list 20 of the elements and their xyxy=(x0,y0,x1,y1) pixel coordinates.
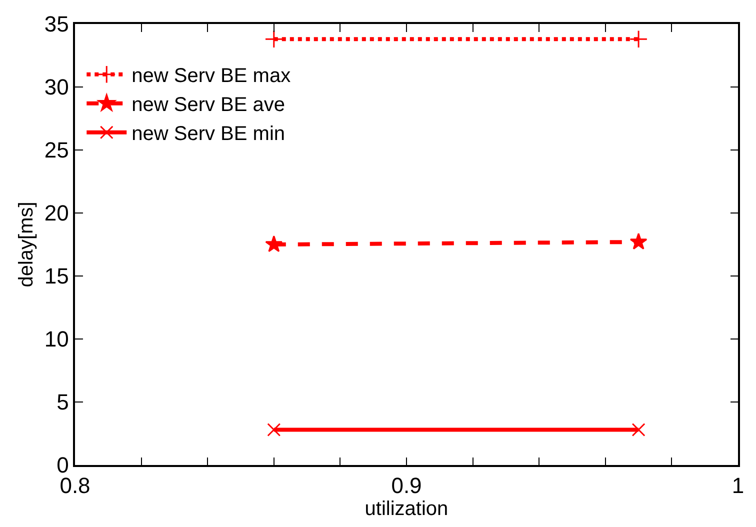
point xyxy=(265,235,283,252)
point xyxy=(264,30,284,48)
point xyxy=(629,30,648,48)
y-tick-label: 35 xyxy=(44,12,69,37)
y-tick-label: 25 xyxy=(44,138,69,163)
point xyxy=(630,232,648,250)
legend-label: new Serv BE ave xyxy=(132,94,286,116)
y-tick-label: 10 xyxy=(44,326,69,352)
y-tick-label: 5 xyxy=(56,390,69,415)
y-tick-label: 15 xyxy=(44,264,69,289)
y-axis-title: delay[ms] xyxy=(15,202,38,288)
x-axis-title: utilization xyxy=(364,498,448,520)
x-tick-label: 1 xyxy=(732,473,744,498)
point xyxy=(267,422,281,436)
point xyxy=(632,422,646,436)
legend-label: new Serv BE max xyxy=(132,65,291,88)
legend-label: new Serv BE min xyxy=(132,123,286,146)
x-tick-label: 0.9 xyxy=(391,473,422,498)
y-tick-label: 30 xyxy=(44,74,69,100)
y-tick-label: 20 xyxy=(44,200,69,226)
